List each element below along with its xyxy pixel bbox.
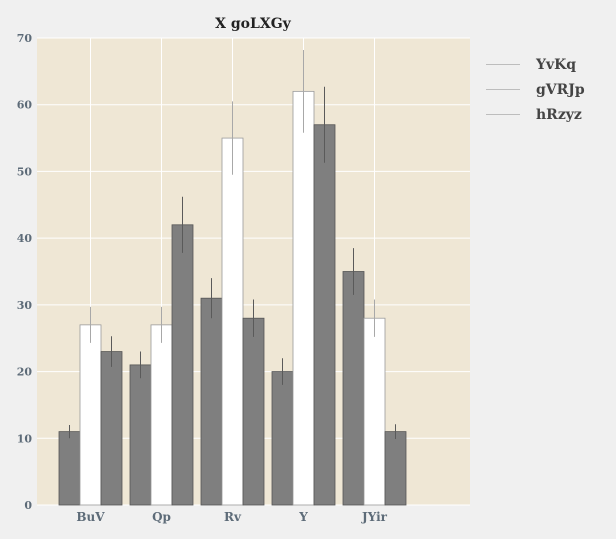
bar: [221, 137, 244, 506]
bar: [313, 124, 336, 506]
y-tick-label: 40: [17, 232, 33, 245]
y-tick-label: 30: [17, 299, 33, 312]
bar: [384, 431, 407, 506]
x-tick-label: Qp: [152, 510, 171, 524]
legend-label: YvKq: [536, 56, 577, 73]
legend-line-icon: [486, 89, 520, 90]
y-tick-label: 70: [17, 32, 33, 45]
bars: [58, 90, 407, 506]
bar: [200, 297, 223, 506]
bar: [150, 324, 173, 506]
x-tick-labels: BuV Qp Rv Y JYir: [76, 510, 387, 524]
x-tick-label: Y: [298, 510, 308, 524]
legend-line-icon: [486, 114, 520, 115]
legend-item: gVRJp: [486, 77, 585, 102]
bar: [100, 351, 123, 506]
y-tick-label: 0: [24, 499, 32, 512]
y-tick-label: 20: [17, 366, 33, 379]
chart-title: X goLXGy: [215, 16, 292, 32]
bar: [79, 324, 102, 506]
bar: [58, 431, 81, 506]
legend: YvKq gVRJp hRzyz: [486, 52, 585, 127]
legend-item: YvKq: [486, 52, 585, 77]
legend-label: gVRJp: [536, 81, 585, 98]
x-tick-label: BuV: [76, 510, 105, 524]
legend-item: hRzyz: [486, 102, 585, 127]
bar: [363, 317, 386, 506]
bar: [171, 224, 194, 506]
bar: [242, 317, 265, 506]
error-bars: [69, 50, 396, 439]
y-tick-labels: 0 10 20 30 40 50 60 70: [17, 32, 33, 512]
legend-line-icon: [486, 64, 520, 65]
legend-label: hRzyz: [536, 106, 582, 123]
y-tick-label: 10: [17, 432, 33, 445]
y-tick-label: 60: [17, 99, 33, 112]
bar: [292, 90, 315, 506]
y-tick-label: 50: [17, 165, 33, 178]
x-tick-label: Rv: [224, 510, 242, 524]
bar: [271, 371, 294, 506]
bar: [342, 271, 365, 506]
bar: [129, 364, 152, 506]
x-tick-label: JYir: [361, 510, 388, 524]
